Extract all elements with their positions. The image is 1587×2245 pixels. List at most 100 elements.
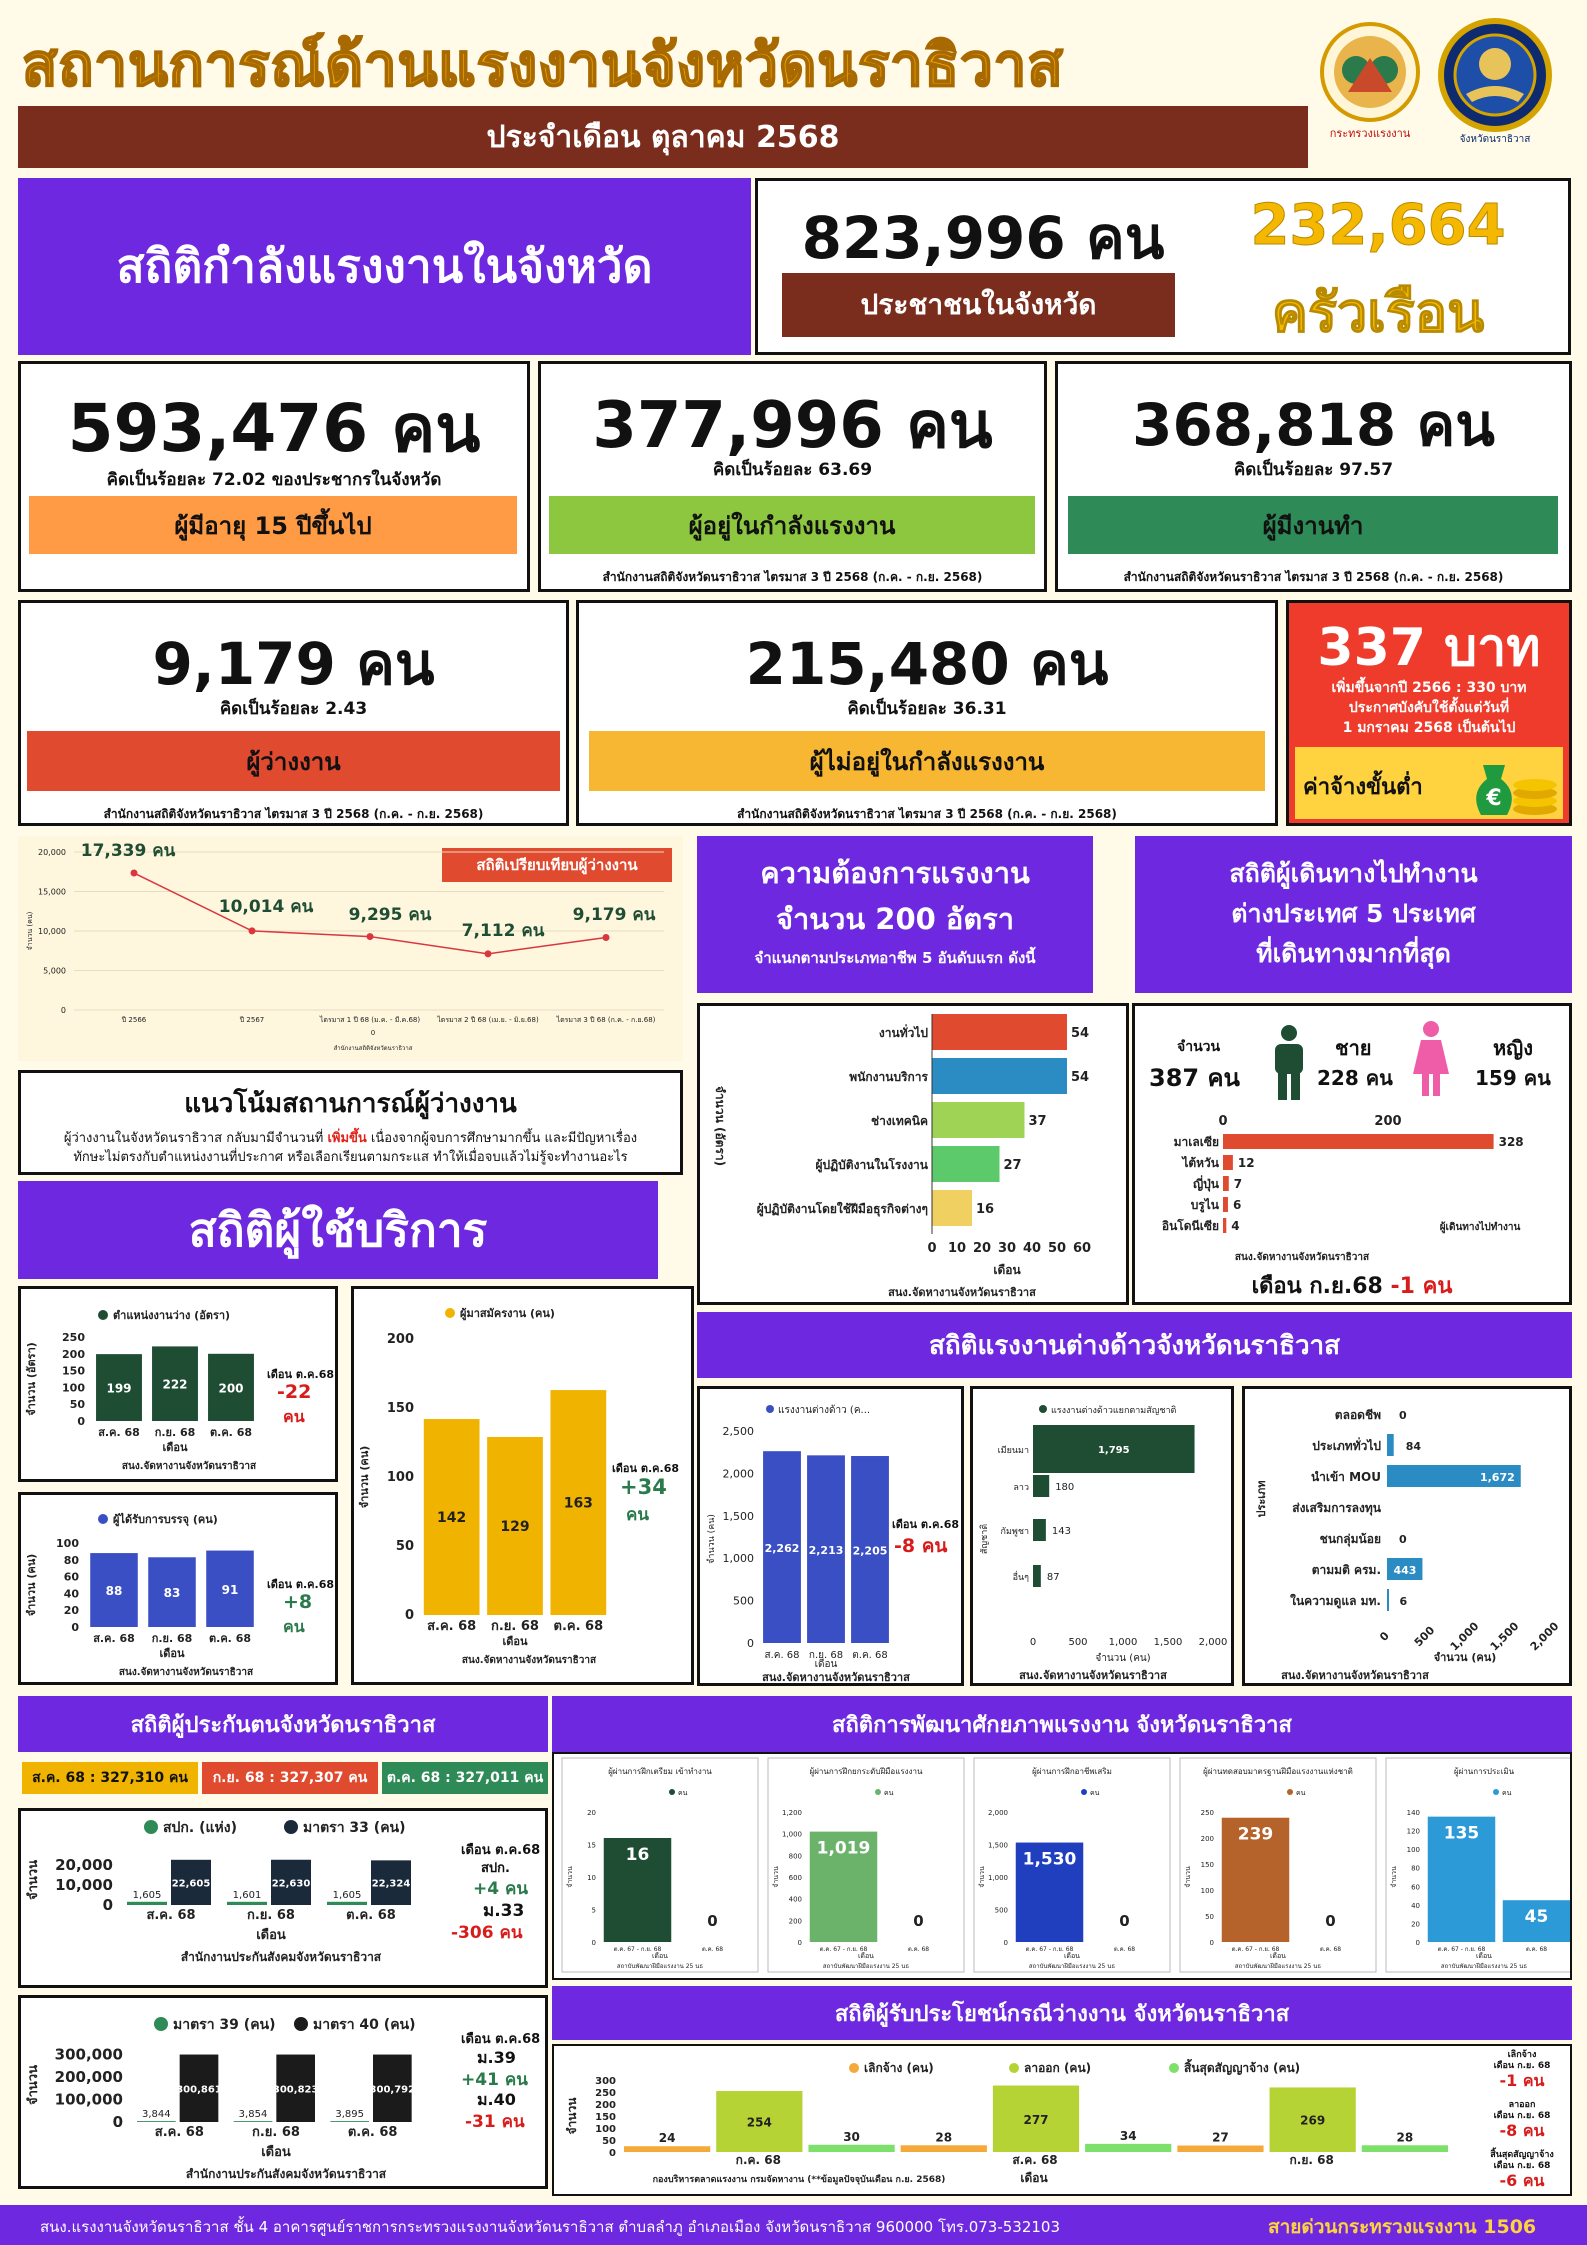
stat-value: 377,996 คน xyxy=(592,389,993,463)
vacancy-chart: ตำแหน่งงานว่าง (อัตรา) 0 50 100 150 200 250 199… xyxy=(25,1309,257,1472)
x-axis-title: เดือน xyxy=(261,2144,291,2160)
dev-panel: ผู้ผ่านการฝึกเตรียม เข้าทำงาน คน 0 5 10 15 20 1… xyxy=(552,1752,1572,1980)
y-tick-label: 100 xyxy=(1407,1846,1420,1854)
y-tick-label: 0 xyxy=(61,1006,66,1015)
bar-value-label: 16 xyxy=(626,1845,650,1865)
bar-value-label: 2,213 xyxy=(809,1544,844,1557)
y-tick-label: 0 xyxy=(1210,1939,1214,1947)
bar-value-label: 6 xyxy=(1399,1595,1407,1608)
legend-label: มาตรา 40 (คน) xyxy=(313,2017,416,2033)
insured-aug-badge: ส.ค. 68 : 327,310 คน xyxy=(22,1762,198,1794)
stat-value: 215,480 คน xyxy=(745,630,1109,698)
chart-source: กองบริหารตลาดแรงงาน กรมจัดหางาน (**ข้อมู… xyxy=(653,2173,946,2185)
female-icon xyxy=(1413,1021,1449,1096)
bar xyxy=(1427,1816,1496,1942)
y-tick-label: 300,000 xyxy=(55,2046,123,2064)
bar-value-label: 180 xyxy=(1055,1482,1074,1493)
trend-data-label: 17,339 คน xyxy=(81,841,176,861)
y-tick-label: 0 xyxy=(592,1939,596,1947)
x-tick-label: ต.ค. 67 - ก.ย. 68 xyxy=(1438,1946,1486,1953)
stat-percent: คิดเป็นร้อยละ 2.43 xyxy=(219,699,368,719)
x-tick-label: ต.ค. 68 xyxy=(554,1619,604,1634)
wage-label: ค่าจ้างขั้นต่ำ xyxy=(1303,775,1423,800)
bar-value-label: 3,854 xyxy=(239,2109,268,2120)
stat-value: 9,179 คน xyxy=(152,630,435,698)
legend-label: ผู้ได้รับการบรรจุ (คน) xyxy=(113,1512,218,1527)
insured-oct: ต.ค. 68 : 327,011 คน xyxy=(386,1770,544,1786)
bar-value-label: 1,672 xyxy=(1480,1471,1515,1484)
bar xyxy=(1033,1425,1195,1473)
y-axis-title: จำนวน xyxy=(772,1866,780,1888)
y-tick-label: 0 xyxy=(113,2113,123,2131)
x-axis-title: จำนวน (คน) xyxy=(1434,1651,1497,1664)
bar-value-label: 83 xyxy=(164,1586,181,1600)
x-axis-title: เดือน xyxy=(815,1658,838,1670)
bar xyxy=(276,2054,315,2122)
abroad-title-2: ต่างประเทศ 5 ประเทศ xyxy=(1231,899,1476,928)
chart-source: สถาบันพัฒนาฝีมือแรงงาน 25 นธ xyxy=(617,1962,703,1970)
x-tick-label: 50 xyxy=(1048,1241,1066,1256)
foreign-nationality-chart: แรงงานต่างด้าวแยกตามสัญชาติ 1,795 เมียนมา 1… xyxy=(979,1405,1227,1682)
trend-text-line2: ทักษะไม่ตรงกับตำแหน่งงานที่ประกาศ หรือเล… xyxy=(73,1150,628,1165)
bar-value-label: 22,630 xyxy=(272,1878,311,1889)
bar xyxy=(1221,1817,1290,1942)
x-tick-label: ต.ค. 68 xyxy=(1114,1946,1135,1953)
legend-label: คน xyxy=(1502,1789,1512,1797)
x-tick-label: ปี 2567 xyxy=(240,1016,265,1024)
vacancy-change-unit: คน xyxy=(283,1407,305,1426)
bar xyxy=(327,1901,367,1905)
stat-label: ผู้ว่างงาน xyxy=(246,747,341,776)
ins39-l5: -31 คน xyxy=(465,2112,525,2132)
x-tick-label: ส.ค. 68 xyxy=(93,1632,135,1645)
vacancy-change-label: เดือน ต.ค.68 xyxy=(267,1368,335,1381)
bar xyxy=(373,2054,412,2122)
legend-label: คน xyxy=(678,1789,688,1797)
stat-source: สำนักงานสถิติจังหวัดนราธิวาส ไตรมาส 3 ปี… xyxy=(737,807,1117,821)
chart-source: สนง.จัดหางานจังหวัดนราธิวาส xyxy=(888,1286,1036,1299)
x-tick-label: ต.ค. 67 - ก.ย. 68 xyxy=(614,1946,662,1953)
x-tick-label: 1,000 xyxy=(1109,1637,1138,1648)
stat-label: ผู้อยู่ในกำลังแรงงาน xyxy=(688,511,896,540)
bar xyxy=(1223,1176,1229,1191)
x-axis-title: จำนวน (คน) xyxy=(1095,1653,1150,1664)
bar-value-label: 84 xyxy=(1406,1440,1422,1453)
placed-change-unit: คน xyxy=(283,1617,305,1636)
trend-data-label: 10,014 คน xyxy=(219,897,314,917)
bar-value-label: 129 xyxy=(500,1519,529,1535)
y-tick-label: 250 xyxy=(595,2088,616,2099)
bar-value-label: 1,795 xyxy=(1098,1445,1130,1456)
bar xyxy=(1387,1558,1423,1580)
trend-point xyxy=(484,950,492,958)
bar-value-label: 28 xyxy=(935,2130,952,2144)
bar-value-label: 254 xyxy=(747,2116,772,2130)
demand-title-3: จำแนกตามประเภทอาชีพ 5 อันดับแรก ดังนี้ xyxy=(754,949,1036,967)
legend-label: สิ้นสุดสัญญาจ้าง (คน) xyxy=(1184,2058,1300,2076)
y-tick-label: 60 xyxy=(64,1571,80,1584)
bar-value-label: 1,605 xyxy=(133,1890,162,1901)
trend-data-label: 9,295 คน xyxy=(349,905,432,925)
y-tick-label: ในความดูแล มท. xyxy=(1290,1593,1381,1609)
y-tick-label: 10,000 xyxy=(38,927,66,936)
bar-value-label: 135 xyxy=(1444,1824,1480,1844)
chart-source: สนง.จัดหางานจังหวัดนราธิวาส xyxy=(122,1460,257,1472)
x-tick-label: 1,500 xyxy=(1488,1619,1522,1653)
x-tick-label: 1,500 xyxy=(1154,1637,1183,1648)
y-tick-label: 1,000 xyxy=(723,1552,755,1565)
bar xyxy=(807,1455,845,1643)
chart-source: สถาบันพัฒนาฝีมือแรงงาน 25 นธ xyxy=(1029,1962,1115,1970)
legend-swatch xyxy=(144,1820,158,1834)
x-tick-label: ก.ย. 68 xyxy=(247,1908,295,1923)
y-tick-label: ชนกลุ่มน้อย xyxy=(1320,1532,1381,1547)
abroad-change: เดือน ก.ย.68 -1 คน xyxy=(1135,1268,1569,1303)
insured-title-box: สถิติผู้ประกันตนจังหวัดนราธิวาส xyxy=(18,1696,548,1752)
bar xyxy=(550,1390,607,1615)
trend-heading: แนวโน้มสถานการณ์ผู้ว่างงาน xyxy=(184,1089,517,1119)
footer-bar: สนง.แรงงานจังหวัดนราธิวาส ชั้น 4 อาคารศู… xyxy=(0,2205,1587,2245)
chart-source: สถาบันพัฒนาฝีมือแรงงาน 25 นธ xyxy=(1235,1962,1321,1970)
y-tick-label: ตลอดชีพ xyxy=(1335,1408,1381,1422)
benefit-note-3: สิ้นสุดสัญญาจ้าง เดือน ก.ย. 68 -6 คน xyxy=(1474,2150,1570,2190)
stat-percent: คิดเป็นร้อยละ 36.31 xyxy=(847,699,1007,719)
x-tick-label: ก.ค. 68 xyxy=(736,2153,781,2167)
y-tick-label: 1,500 xyxy=(723,1510,755,1523)
stat-source: สำนักงานสถิติจังหวัดนราธิวาส ไตรมาส 3 ปี… xyxy=(602,570,983,584)
